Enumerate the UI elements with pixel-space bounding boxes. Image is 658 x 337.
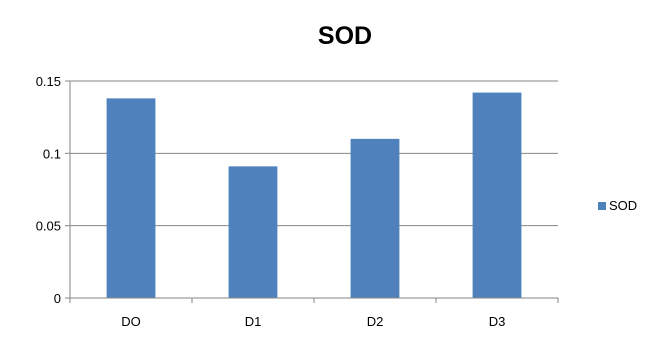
x-tick-label: DO xyxy=(121,314,141,329)
y-tick-label: 0.05 xyxy=(36,219,61,234)
bar-do xyxy=(106,98,156,298)
x-tick-label: D3 xyxy=(489,314,506,329)
legend: SOD xyxy=(598,198,637,213)
chart-title: SOD xyxy=(318,22,372,50)
legend-label-sod: SOD xyxy=(609,198,637,213)
y-tick-label: 0.15 xyxy=(36,74,61,89)
bar-d3 xyxy=(472,92,522,298)
legend-swatch-sod xyxy=(598,202,606,210)
x-axis-tick-labels: DO D1 D2 D3 xyxy=(69,298,559,329)
x-tick-label: D1 xyxy=(245,314,262,329)
y-axis-tick-labels: 0 0.05 0.1 0.15 xyxy=(36,74,70,306)
bar-d1 xyxy=(228,166,278,298)
bar-series-sod xyxy=(106,92,522,298)
y-tick-label: 0 xyxy=(54,291,61,306)
x-tick-label: D2 xyxy=(367,314,384,329)
bar-d2 xyxy=(350,138,400,298)
y-tick-label: 0.1 xyxy=(43,146,61,161)
